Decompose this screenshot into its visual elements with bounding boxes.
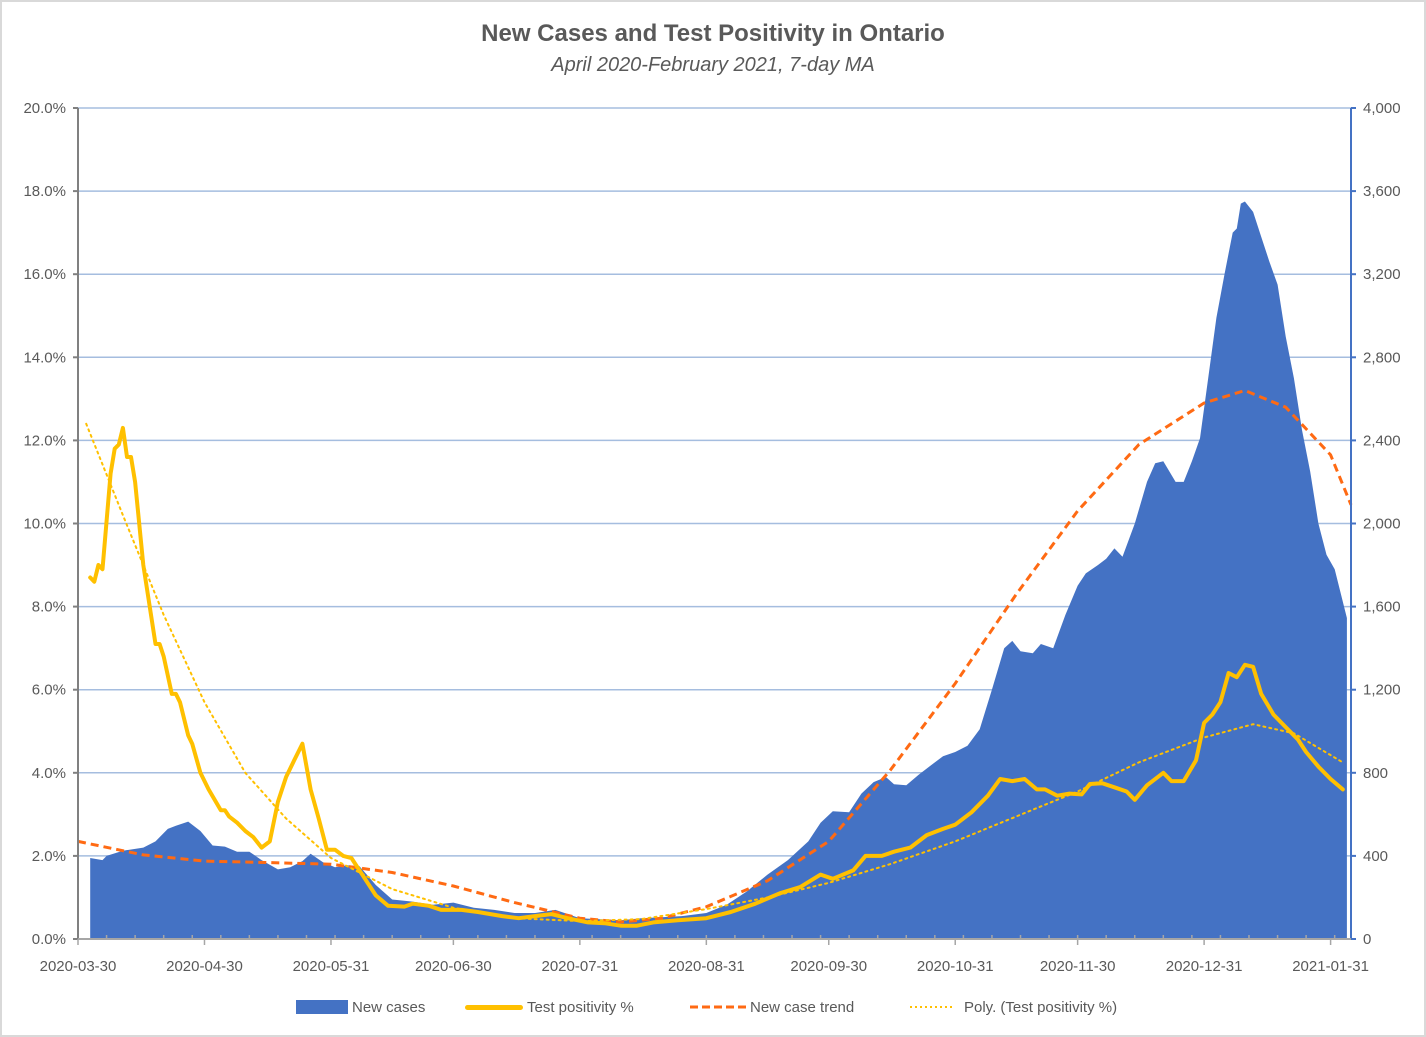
x-tick-label: 2020-09-30 [790, 958, 867, 975]
y-left-tick-label: 16.0% [23, 266, 66, 283]
y-left-tick-label: 4.0% [32, 765, 66, 782]
y-right-tick-label: 800 [1363, 765, 1388, 782]
x-tick-label: 2020-04-30 [166, 958, 243, 975]
y-left-tick-label: 6.0% [32, 682, 66, 699]
poly-test-positivity-swatch [910, 1006, 954, 1008]
y-left-tick-label: 10.0% [23, 516, 66, 533]
y-left-tick-label: 8.0% [32, 599, 66, 616]
legend-item-test-positivity[interactable]: Test positivity % [465, 996, 634, 1018]
legend: New cases Test positivity % New case tre… [0, 996, 1426, 1018]
legend-item-poly-test-positivity[interactable]: Poly. (Test positivity %) [910, 996, 1117, 1018]
new-cases-area [90, 201, 1347, 939]
y-right-tick-label: 2,000 [1363, 516, 1401, 533]
chart-subtitle: April 2020-February 2021, 7-day MA [551, 54, 875, 76]
y-left-tick-label: 14.0% [23, 349, 66, 366]
x-tick-labels: 2020-03-30 2020-04-30 2020-05-31 2020-06-30… [40, 958, 1369, 975]
y-right-tick-label: 1,200 [1363, 682, 1401, 699]
x-tick-label: 2020-03-30 [40, 958, 117, 975]
poly-test-positivity-line [85, 422, 1344, 923]
new-case-trend-line [77, 389, 1353, 924]
y-left-tick-label: 2.0% [32, 848, 66, 865]
x-tick-label: 2021-01-31 [1292, 958, 1369, 975]
legend-item-new-case-trend[interactable]: New case trend [690, 996, 854, 1018]
y-right-tick-label: 3,600 [1363, 183, 1401, 200]
new-cases-swatch [296, 1000, 348, 1014]
y-left-tick-label: 20.0% [23, 100, 66, 117]
new-cases-area-layer [90, 201, 1347, 939]
x-tick-label: 2020-10-31 [917, 958, 994, 975]
legend-label: New cases [352, 998, 426, 1016]
test-positivity-swatch [465, 1004, 523, 1010]
x-axis-ticks [77, 935, 1336, 945]
legend-item-new-cases[interactable]: New cases [296, 996, 425, 1018]
test-positivity-line [88, 425, 1345, 928]
y-right-tick-label: 4,000 [1363, 100, 1401, 117]
axes [73, 107, 1356, 940]
y-left-tick-label: 0.0% [32, 931, 66, 948]
x-tick-label: 2020-06-30 [415, 958, 492, 975]
y-right-tick-label: 2,400 [1363, 432, 1401, 449]
x-tick-label: 2020-08-31 [668, 958, 745, 975]
lines-layer [77, 389, 1353, 928]
y-right-tick-label: 0 [1363, 931, 1371, 948]
legend-label: Poly. (Test positivity %) [964, 998, 1118, 1016]
chart-title: New Cases and Test Positivity in Ontario [481, 20, 945, 47]
y-right-tick-label: 400 [1363, 848, 1388, 865]
x-tick-label: 2020-07-31 [541, 958, 618, 975]
y-right-tick-label: 3,200 [1363, 266, 1401, 283]
y-right-tick-label: 1,600 [1363, 599, 1401, 616]
y-left-tick-label: 18.0% [23, 183, 66, 200]
legend-label: Test positivity % [527, 998, 634, 1016]
new-case-trend-swatch [690, 1005, 746, 1009]
x-tick-label: 2020-11-30 [1040, 958, 1116, 975]
y-right-tick-label: 2,800 [1363, 349, 1401, 366]
y-left-tick-labels: 0.0% 2.0% 4.0% 6.0% 8.0% 10.0% 12.0% 14.0% 16.0%… [23, 100, 66, 948]
x-tick-label: 2020-05-31 [293, 958, 370, 975]
x-tick-label: 2020-12-31 [1166, 958, 1243, 975]
legend-label: New case trend [750, 998, 855, 1016]
y-right-tick-labels: 0 400 800 1,200 1,600 2,000 2,400 2,800 3,200 3,6… [1363, 100, 1401, 948]
y-left-tick-label: 12.0% [23, 432, 66, 449]
